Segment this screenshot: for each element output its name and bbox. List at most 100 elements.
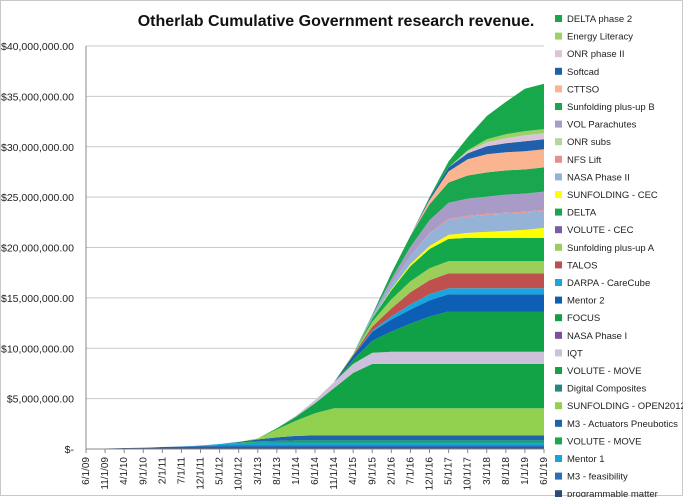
area-series-m3-feasibility (86, 445, 544, 449)
y-tick-label: $5,000,000.00 (7, 394, 74, 406)
area-series-delta (86, 237, 544, 449)
x-tick-label: 9/1/15 (367, 457, 378, 485)
legend-swatch (555, 15, 562, 22)
legend-label: Sunfolding plus-up B (567, 102, 655, 113)
x-tick-label: 11/1/14 (329, 457, 340, 490)
legend-label: M3 - Actuators Pneubotics (567, 419, 678, 430)
legend-label: Mentor 1 (567, 454, 605, 465)
legend-swatch (555, 208, 562, 216)
x-tick-label: 11/1/09 (100, 457, 111, 490)
legend-swatch (555, 296, 562, 304)
area-series-iqt (86, 351, 544, 449)
y-tick-label: $25,000,000.00 (1, 192, 74, 204)
legend-swatch (555, 402, 562, 410)
x-tick-label: 2/1/16 (386, 457, 397, 485)
legend-swatch (555, 226, 562, 234)
legend-swatch (555, 437, 562, 445)
x-tick-label: 8/1/13 (272, 457, 283, 485)
legend-label: NFS Lift (567, 155, 602, 166)
area-series-m3-actuators-pneubotics (86, 435, 544, 449)
axis-layer: $- $5,000,000.00 $10,000,000.00 $15,000,000… (1, 41, 550, 490)
legend-label: NASA Phase I (567, 331, 627, 342)
legend-label: ONR subs (567, 137, 611, 148)
grid-layer (86, 45, 544, 450)
legend-swatch (555, 384, 562, 392)
legend-label: FOCUS (567, 313, 600, 324)
legend-swatch (555, 349, 562, 357)
legend-label: NASA Phase II (567, 172, 630, 183)
x-tick-label: 10/1/17 (463, 457, 474, 491)
x-tick-label: 3/1/13 (253, 457, 264, 485)
legend-swatch (555, 367, 562, 374)
legend-label: Energy Literacy (567, 32, 633, 43)
y-tick-label: $- (65, 444, 75, 456)
legend-label: SUNFOLDING - OPEN2012 (567, 401, 683, 412)
y-tick-label: $20,000,000.00 (1, 243, 74, 255)
legend-swatch (555, 490, 562, 497)
x-tick-label: 6/1/14 (310, 457, 321, 485)
x-tick-label: 12/1/11 (196, 457, 207, 490)
x-tick-label: 4/1/15 (348, 457, 359, 485)
legend-swatch (555, 120, 562, 128)
legend-label: VOLUTE - MOVE (567, 436, 641, 447)
x-tick-label: 10/1/12 (234, 457, 245, 491)
x-tick-label: 6/1/19 (539, 457, 550, 485)
legend-label: Mentor 2 (567, 296, 605, 307)
legend-swatch (555, 261, 562, 269)
legend-swatch (555, 85, 562, 93)
chart-title: Otherlab Cumulative Government research … (138, 13, 535, 30)
legend-label: DELTA (567, 208, 597, 219)
legend-label: VOL Parachutes (567, 120, 637, 131)
legend-swatch (555, 419, 562, 427)
legend-swatch (555, 50, 562, 58)
legend-label: VOLUTE - CEC (567, 225, 634, 236)
x-tick-label: 8/1/18 (501, 457, 512, 485)
x-tick-label: 9/1/10 (138, 457, 149, 485)
legend-label: Sunfolding plus-up A (567, 243, 655, 254)
legend-label: VOLUTE - MOVE (567, 366, 641, 377)
x-tick-label: 1/1/19 (520, 457, 531, 485)
legend-label: CTTSO (567, 84, 599, 95)
legend-swatch (555, 67, 562, 75)
area-series-focus (86, 311, 544, 449)
area-series-mentor-1 (86, 442, 544, 449)
legend-label: ONR phase II (567, 49, 625, 60)
area-series-delta-phase-2 (86, 83, 544, 450)
legend-label: IQT (567, 348, 583, 359)
area-series-volute-move (86, 440, 544, 449)
area-layer (86, 83, 544, 450)
x-tick-label: 5/1/12 (215, 457, 226, 485)
y-tick-label: $30,000,000.00 (1, 142, 74, 154)
legend-swatch (555, 191, 562, 198)
y-tick-label: $40,000,000.00 (1, 41, 74, 53)
y-tick-label: $35,000,000.00 (1, 91, 74, 103)
y-tick-label: $10,000,000.00 (1, 343, 74, 355)
x-tick-label: 12/1/16 (425, 457, 436, 491)
x-tick-label: 5/1/17 (444, 457, 455, 485)
legend-swatch (555, 155, 562, 163)
legend-label: M3 - feasibility (567, 472, 628, 483)
x-tick-label: 7/1/11 (176, 457, 187, 484)
legend-swatch (555, 103, 562, 110)
legend-label: Digital Composites (567, 384, 646, 395)
legend-swatch (555, 173, 562, 181)
x-tick-label: 4/1/10 (119, 457, 130, 485)
legend-swatch (555, 472, 562, 480)
legend-swatch (555, 455, 562, 462)
legend-label: SUNFOLDING - CEC (567, 190, 658, 201)
legend-swatch (555, 331, 562, 339)
area-series-sunfolding-open2012 (86, 408, 544, 449)
legend: DELTA phase 2 Energy Literacy ONR phase II… (555, 14, 683, 497)
legend-label: programmable matter (567, 489, 658, 497)
legend-swatch (555, 243, 562, 251)
area-series-volute-move (86, 363, 544, 449)
legend-swatch (555, 279, 562, 286)
x-tick-label: 3/1/18 (482, 457, 493, 485)
legend-label: DELTA phase 2 (567, 14, 632, 25)
legend-label: TALOS (567, 260, 597, 271)
y-tick-label: $15,000,000.00 (1, 293, 74, 305)
x-tick-label: 6/1/09 (81, 457, 92, 485)
x-tick-label: 7/1/16 (405, 457, 416, 485)
